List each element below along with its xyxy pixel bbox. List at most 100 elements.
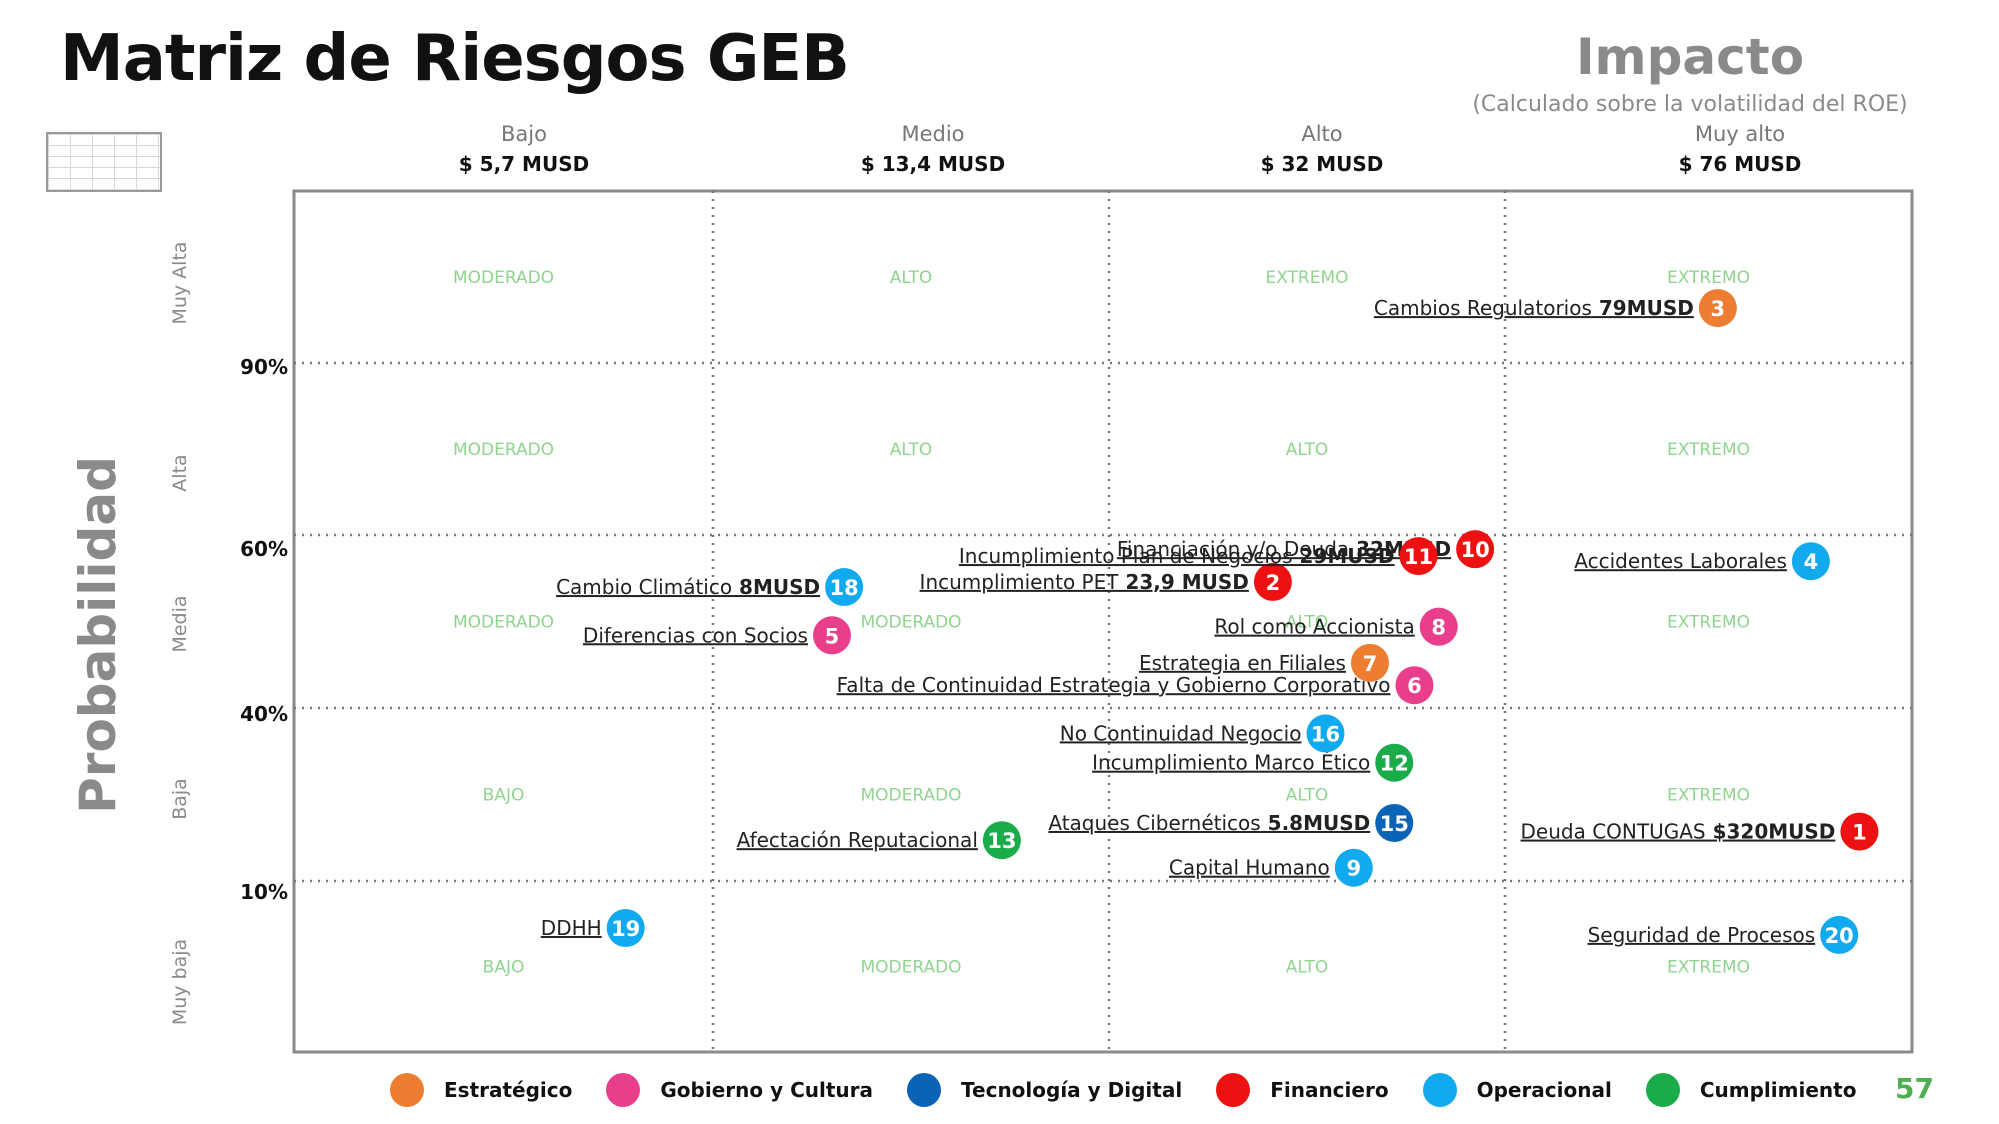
risk-name: Deuda CONTUGAS [1521,820,1706,844]
impact-column-name: Bajo [501,122,547,146]
risk-name: Afectación Reputacional [737,828,978,852]
risk-number: 18 [830,576,859,600]
risk-amount: 5.8MUSD [1261,811,1371,835]
impact-axis-subtitle: (Calculado sobre la volatilidad del ROE) [1472,92,1908,117]
risk-label: Cambio Climático 8MUSD [556,575,820,599]
legend-item-estrategico: Estratégico [390,1073,572,1107]
zone-label: ALTO [890,268,933,288]
risk-number: 6 [1407,674,1422,698]
risk-point: 15 Ataques Cibernéticos 5.8MUSD [1048,803,1414,842]
risk-marker [1791,542,1830,581]
risk-point: 13 Afectación Reputacional [737,821,1021,860]
risk-label: Seguridad de Procesos [1588,923,1816,947]
risk-amount: 23,9 MUSD [1118,570,1248,594]
zone-label: MODERADO [860,958,961,978]
zone-label: BAJO [483,786,525,806]
risk-marker [1395,666,1434,705]
risk-point: 9 Capital Humano [1169,848,1373,887]
risk-number: 10 [1461,538,1490,562]
probability-threshold-40: 40% [240,702,288,726]
risk-name: Cambios Regulatorios [1374,296,1592,320]
risk-name: Cambio Climático [556,575,732,599]
zone-label: EXTREMO [1667,268,1750,288]
risk-point: 5 Diferencias con Socios [583,616,851,655]
zone-labels: BAJO MODERADO ALTO EXTREMO BAJO MODERADO ALTO E… [453,268,1750,978]
legend-label: Estratégico [444,1078,573,1102]
table-thumbnail-icon [46,132,162,192]
risk-label: Estrategia en Filiales [1139,651,1346,675]
risk-marker [1350,643,1389,682]
risk-label: Incumplimiento Marco Ético [1092,751,1370,775]
risk-marker [606,909,645,948]
risk-point: 20 Seguridad de Procesos [1588,915,1859,954]
legend-item-cumplimiento: Cumplimiento [1645,1073,1857,1107]
risk-marker [1306,714,1345,753]
legend-label: Operacional [1476,1078,1612,1102]
risk-marker [812,616,851,655]
risk-label: Rol como Accionista [1214,615,1414,639]
risk-marker [1419,607,1458,646]
risk-label: Afectación Reputacional [737,828,978,852]
risk-label: DDHH [541,916,602,940]
zone-label: ALTO [1286,440,1329,460]
risk-name: Rol como Accionista [1214,615,1414,639]
legend-item-tecnologia: Tecnología y Digital [907,1073,1182,1107]
impact-column-header-medio: Medio $ 13,4 MUSD [783,122,1083,176]
legend-label: Cumplimiento [1699,1078,1857,1102]
impact-axis-title: Impacto [1575,28,1805,86]
matrix-grid-lines [294,191,1912,1052]
risk-number: 1 [1852,821,1867,845]
risk-name: Falta de Continuidad Estrategia y Gobier… [837,673,1391,697]
zone-label: BAJO [483,958,525,978]
impact-column-value: $ 76 MUSD [1678,152,1802,176]
risk-number: 13 [987,829,1016,853]
impact-column-name: Medio [901,122,965,146]
matrix-frame [292,189,1914,1054]
risk-number: 7 [1363,652,1378,676]
risk-number: 16 [1311,722,1340,746]
zone-label: MODERADO [453,613,554,633]
legend-label: Financiero [1270,1078,1389,1102]
risk-label: Capital Humano [1169,856,1330,880]
risk-marker [825,568,864,607]
risk-marker [1456,530,1495,569]
category-legend: Estratégico Gobierno y Cultura Tecnologí… [390,1070,1890,1110]
risk-marker [1375,743,1414,782]
risk-point: 2 Incumplimiento PET 23,9 MUSD [920,562,1292,601]
risk-amount: 29MUSD [1293,544,1395,568]
zone-label: EXTREMO [1667,440,1750,460]
risk-name: No Continuidad Negocio [1060,721,1302,745]
risk-point: 7 Estrategia en Filiales [1139,643,1389,682]
legend-swatch [907,1073,942,1107]
zone-label: EXTREMO [1265,268,1348,288]
zone-label: EXTREMO [1667,958,1750,978]
risk-name: DDHH [541,916,602,940]
impact-column-header-alto: Alto $ 32 MUSD [1172,122,1472,176]
legend-item-operacional: Operacional [1422,1073,1612,1107]
risk-label: Ataques Cibernéticos 5.8MUSD [1048,811,1370,835]
risk-marker [1399,537,1438,576]
risk-number: 11 [1404,545,1433,569]
probability-threshold-60: 60% [240,537,288,561]
legend-swatch [1216,1073,1251,1107]
zone-label: ALTO [890,440,933,460]
impact-column-value: $ 5,7 MUSD [458,152,590,176]
probability-threshold-10: 10% [240,880,288,904]
risk-name: Incumplimiento Marco Ético [1092,751,1370,775]
risk-label: Falta de Continuidad Estrategia y Gobier… [837,673,1391,697]
risk-number: 19 [611,917,640,941]
risk-point: 18 Cambio Climático 8MUSD [556,568,864,607]
legend-swatch [1645,1073,1680,1107]
risk-amount: $320MUSD [1706,820,1836,844]
legend-label: Gobierno y Cultura [660,1078,874,1102]
impact-column-header-muy-alto: Muy alto $ 76 MUSD [1590,122,1890,176]
probability-threshold-90: 90% [240,355,288,379]
risk-name: Capital Humano [1169,856,1330,880]
risk-marker [982,821,1021,860]
risk-name: Incumplimiento PET [920,570,1120,594]
risk-points: 1 Deuda CONTUGAS $320MUSD 2 Incumplimiento … [541,289,1879,954]
risk-number: 20 [1825,924,1854,948]
risk-number: 2 [1266,571,1281,595]
zone-label: EXTREMO [1667,786,1750,806]
zone-label: ALTO [1286,786,1329,806]
